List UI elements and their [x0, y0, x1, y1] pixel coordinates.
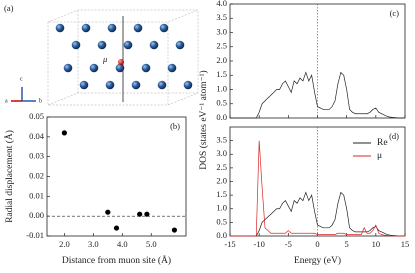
legend-label: μ — [377, 151, 382, 161]
y-tick-label: 2.0 — [216, 175, 227, 185]
data-point — [171, 227, 178, 233]
x-tick-label: 4.0 — [117, 239, 128, 249]
atom — [107, 23, 117, 33]
panel-label: (d) — [389, 131, 399, 141]
y-tick-label: 4.0 — [216, 0, 227, 8]
atom — [157, 80, 167, 90]
cell-edge — [47, 9, 199, 106]
muon-label: μ — [102, 54, 107, 64]
x-tick-label: 15 — [401, 239, 410, 249]
x-axis-label: Distance from muon site (Å) — [62, 254, 171, 266]
atom — [175, 40, 185, 50]
atom — [63, 63, 73, 73]
axis-letter: c — [20, 76, 23, 82]
y-tick-label: 2.5 — [216, 162, 227, 172]
x-tick-label: 5.0 — [146, 239, 157, 249]
atom — [97, 40, 107, 50]
y-tick-label: 3.0 — [216, 148, 227, 158]
y-tick-label: 0.0 — [216, 230, 227, 240]
y-tick-label: 1.5 — [216, 189, 227, 199]
x-tick-label: 5 — [345, 239, 349, 249]
y-tick-label: 0.00 — [29, 210, 44, 220]
y-tick-label: 1.0 — [216, 83, 227, 93]
x-tick-label: -15 — [224, 239, 235, 249]
y-tick-label: 0.05 — [29, 111, 44, 121]
x-tick-label: 0 — [315, 239, 319, 249]
legend-label: Re — [377, 138, 388, 148]
data-point — [105, 209, 111, 215]
data-point — [113, 225, 120, 231]
atom — [81, 23, 91, 33]
y-tick-label: 0.04 — [29, 131, 45, 141]
dos-line — [230, 71, 405, 119]
data-point — [61, 130, 67, 136]
y-tick-label: 0.02 — [29, 170, 44, 180]
atom — [123, 40, 133, 50]
y-tick-label: 2.5 — [216, 41, 227, 51]
atom — [133, 23, 143, 33]
y-tick-label: 1.5 — [216, 69, 227, 79]
y-axis-label: DOS (states eV⁻¹ atom⁻¹) — [198, 70, 209, 169]
atom — [105, 80, 115, 90]
y-tick-label: 0.0 — [216, 112, 227, 122]
atom — [183, 80, 193, 90]
x-tick-label: -5 — [285, 239, 292, 249]
x-tick-label: 10 — [372, 239, 381, 249]
panel-label: (b) — [170, 121, 180, 131]
y-tick-label: 0.01 — [29, 190, 44, 200]
y-tick-label: 3.0 — [216, 26, 227, 36]
atom — [55, 23, 65, 33]
data-point — [144, 211, 150, 217]
panel-label: (a) — [4, 3, 14, 13]
atom — [79, 80, 89, 90]
y-tick-label: -0.01 — [26, 230, 44, 240]
y-tick-label: 1.0 — [216, 203, 227, 213]
axis-letter: a — [5, 98, 8, 104]
y-tick-label: 0.03 — [29, 151, 44, 161]
y-tick-label: 0.5 — [216, 216, 227, 226]
atom — [159, 23, 169, 33]
x-tick-label: -10 — [253, 239, 264, 249]
y-axis-label: Radial displacement (Å) — [3, 130, 15, 223]
plot-frame — [46, 116, 187, 237]
muon-site — [118, 59, 124, 65]
dos-line — [230, 140, 405, 237]
dos-line — [230, 191, 405, 237]
atom — [131, 80, 141, 90]
atom — [149, 40, 159, 50]
axes-indicator: c a b — [5, 76, 42, 104]
atom — [167, 63, 177, 73]
atom — [141, 63, 151, 73]
atom — [89, 63, 99, 73]
x-axis-label: Energy (eV) — [294, 255, 341, 266]
y-tick-label: 2.0 — [216, 55, 227, 65]
data-point — [137, 211, 143, 217]
y-tick-label: 3.5 — [216, 12, 227, 22]
y-tick-label: 3.5 — [216, 135, 227, 145]
x-tick-label: 3.0 — [88, 239, 99, 249]
atom — [115, 63, 125, 73]
panel-label: (c) — [390, 8, 400, 18]
y-tick-label: 0.5 — [216, 98, 227, 108]
crystal-cell — [47, 9, 199, 106]
x-tick-label: 2.0 — [59, 239, 70, 249]
atom — [71, 40, 81, 50]
axis-letter: b — [39, 98, 42, 104]
